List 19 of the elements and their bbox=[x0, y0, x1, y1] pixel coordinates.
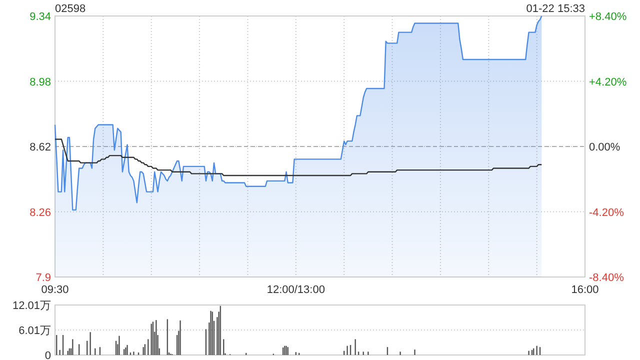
text: 01-22 15:33 bbox=[526, 3, 585, 15]
y-tick-label: 7.9 bbox=[36, 272, 51, 284]
y2-tick-label: +8.40% bbox=[589, 11, 627, 23]
x-tick-label: 16:00 bbox=[571, 284, 599, 296]
y-tick-label: 9.34 bbox=[30, 11, 51, 23]
y-tick-label: 8.62 bbox=[30, 142, 51, 154]
y-tick-label: 8.98 bbox=[30, 76, 51, 88]
y2-tick-label: -8.40% bbox=[589, 272, 624, 284]
y2-tick-label: -4.20% bbox=[589, 206, 624, 219]
chart-title: 02598 bbox=[55, 3, 86, 15]
y-tick-label: 6.01万 bbox=[18, 324, 51, 337]
x-tick-label: 12:00/13:00 bbox=[266, 284, 325, 296]
x-tick-label: 09:30 bbox=[41, 284, 69, 296]
y-tick-label: 0 bbox=[44, 350, 51, 360]
line-series bbox=[54, 138, 542, 176]
y-tick-label: 12.01万 bbox=[12, 300, 51, 312]
y2-tick-label: +4.20% bbox=[589, 76, 627, 88]
y2-tick-label: 0.00% bbox=[589, 142, 620, 154]
y-tick-label: 8.26 bbox=[30, 206, 51, 219]
